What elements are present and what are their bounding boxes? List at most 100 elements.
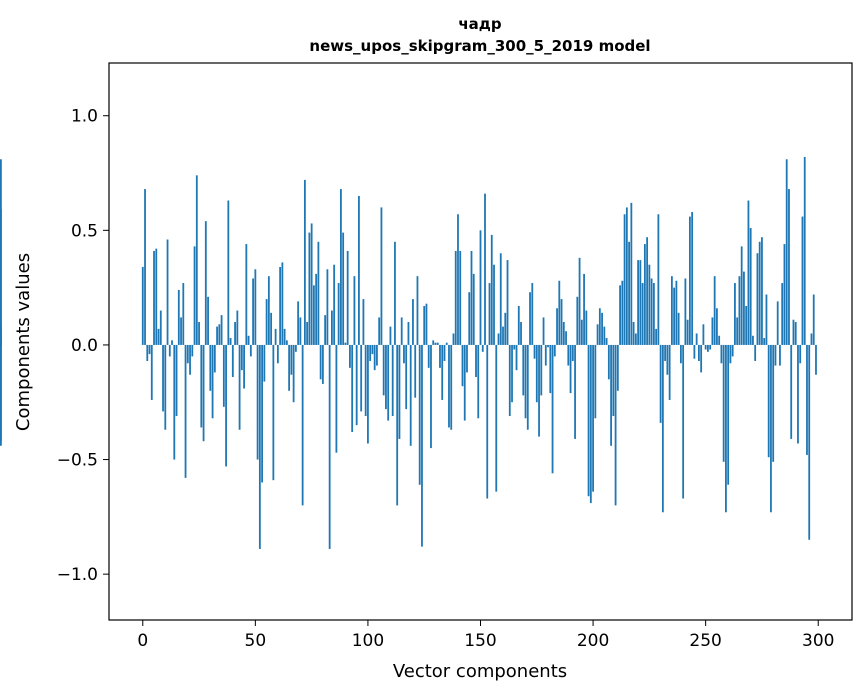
- bar: [470, 250, 473, 345]
- bar: [189, 344, 191, 375]
- bar: [204, 221, 207, 345]
- bar: [207, 296, 209, 345]
- bar: [387, 344, 390, 421]
- bar: [499, 253, 502, 345]
- bar: [740, 246, 743, 345]
- bar: [211, 344, 214, 419]
- bar: [679, 344, 682, 364]
- bar: [333, 264, 336, 345]
- bar: [515, 344, 518, 371]
- bar: [526, 344, 529, 430]
- bar: [707, 344, 709, 352]
- bar: [281, 262, 284, 345]
- bar: [808, 344, 811, 540]
- bar: [506, 260, 509, 345]
- bar: [772, 344, 775, 462]
- bar: [574, 344, 576, 439]
- bar: [623, 214, 626, 345]
- bar: [565, 331, 567, 345]
- bar: [801, 216, 804, 345]
- bar: [254, 269, 257, 345]
- bar: [569, 344, 572, 394]
- bar: [713, 276, 716, 345]
- bar: [673, 287, 676, 345]
- bar: [522, 344, 525, 396]
- bar: [797, 344, 799, 444]
- bar: [542, 317, 545, 345]
- bar: [752, 335, 754, 345]
- bar: [472, 273, 475, 345]
- bar: [267, 276, 270, 345]
- bar: [729, 344, 732, 364]
- bar: [331, 310, 333, 345]
- bar: [193, 246, 196, 345]
- bar: [758, 241, 761, 345]
- bar: [698, 344, 700, 361]
- bar: [317, 241, 320, 345]
- bar: [416, 276, 419, 345]
- bar: [736, 317, 739, 345]
- bar: [394, 241, 396, 345]
- bar: [288, 344, 291, 391]
- bar: [675, 280, 678, 345]
- bar: [376, 344, 378, 366]
- bar: [567, 344, 570, 366]
- bar: [614, 344, 617, 506]
- bar: [425, 303, 428, 345]
- bar: [643, 244, 646, 345]
- bar: [184, 344, 187, 478]
- bar: [652, 283, 655, 345]
- bar: [326, 269, 329, 345]
- bar: [270, 312, 273, 345]
- bar: [216, 326, 218, 345]
- bar: [299, 317, 302, 345]
- bar: [776, 301, 779, 345]
- bar: [520, 322, 522, 345]
- bar: [157, 328, 160, 345]
- bar: [261, 344, 263, 483]
- bar: [535, 344, 538, 403]
- bar: [362, 299, 365, 345]
- bar: [650, 278, 653, 345]
- bar: [391, 344, 394, 416]
- bar: [385, 344, 387, 410]
- bar: [349, 344, 351, 368]
- bar: [628, 241, 630, 345]
- bar: [153, 250, 155, 345]
- bar: [718, 335, 721, 345]
- bar: [301, 344, 304, 506]
- bar: [423, 305, 426, 345]
- bar: [765, 294, 768, 345]
- bar: [475, 344, 477, 378]
- bar: [418, 344, 421, 485]
- bar: [770, 344, 772, 513]
- bar: [531, 283, 534, 345]
- bar: [524, 344, 527, 419]
- bar: [443, 344, 446, 361]
- bar: [529, 292, 531, 345]
- bar: [481, 344, 484, 352]
- y-tick-label: −0.5: [57, 451, 98, 471]
- bar: [749, 228, 752, 345]
- plot-area-frame: [108, 62, 853, 621]
- bar: [625, 207, 628, 345]
- bar: [587, 344, 590, 497]
- bar: [734, 283, 736, 345]
- bar: [562, 322, 565, 345]
- bar: [477, 344, 480, 419]
- bar: [461, 344, 464, 387]
- bar: [202, 344, 205, 442]
- bar: [578, 257, 581, 345]
- bar: [785, 159, 788, 345]
- bar: [533, 344, 536, 359]
- bar: [162, 344, 164, 412]
- bar: [371, 344, 374, 355]
- bar: [328, 344, 331, 549]
- bar: [439, 344, 441, 368]
- bar: [547, 344, 549, 348]
- bar: [722, 344, 725, 462]
- bar: [321, 344, 324, 384]
- bar: [164, 344, 167, 430]
- bar: [731, 344, 734, 357]
- bar: [556, 308, 558, 345]
